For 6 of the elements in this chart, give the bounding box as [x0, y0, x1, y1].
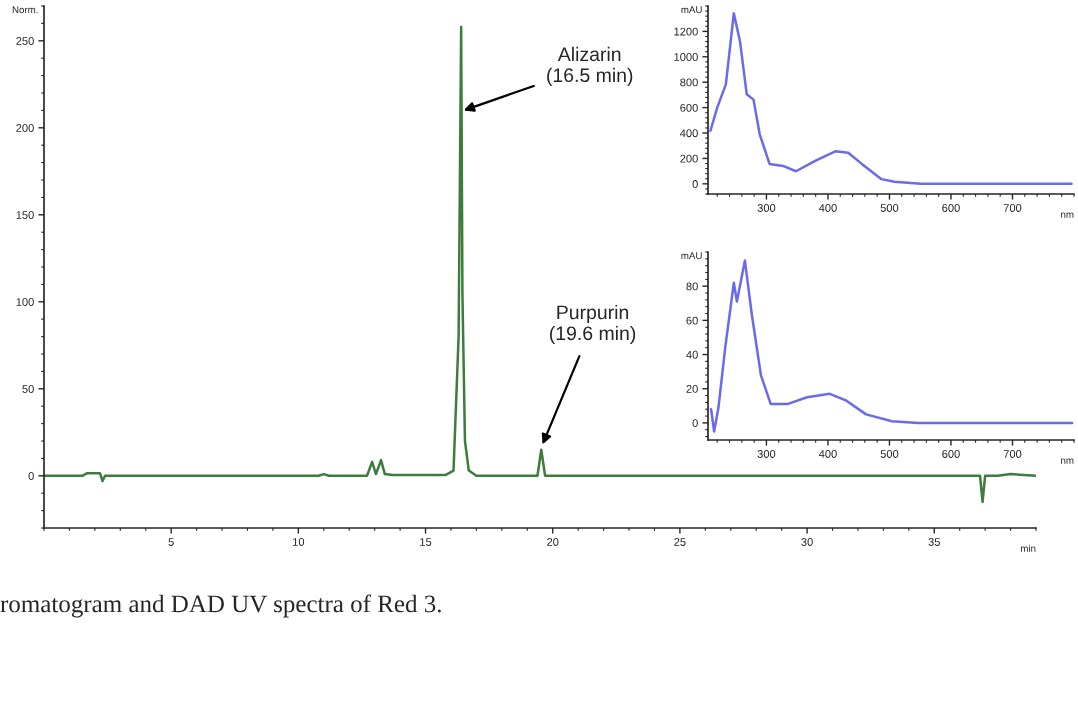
line-series [709, 259, 1074, 433]
line-series [709, 12, 1073, 186]
line-series [44, 25, 1036, 504]
annotation: Alizarin (16.5 min) [547, 46, 633, 86]
text: romatogram and DAD UV spectra of Red 3. [0, 594, 441, 618]
annotation: Purpurin (19.6 min) [549, 304, 636, 345]
